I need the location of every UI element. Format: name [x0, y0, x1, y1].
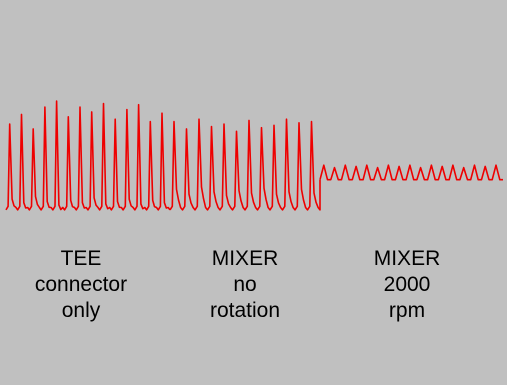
- signal-trace-segment-1: [5, 100, 171, 211]
- segment-label-line: only: [61, 299, 101, 322]
- signal-trace-segment-3: [319, 164, 503, 181]
- segment-label-line: connector: [34, 273, 128, 296]
- segment-label-mixer-no-rotation: MIXER no rotation: [170, 246, 320, 324]
- segment-label-tee-connector: TEE connector only: [6, 246, 156, 324]
- segment-label-line: TEE: [60, 247, 102, 270]
- signal-trace-segment-2: [169, 118, 321, 211]
- segment-label-line: rpm: [388, 299, 426, 322]
- segment-label-line: 2000: [383, 273, 431, 296]
- segment-label-line: MIXER: [211, 247, 279, 270]
- segment-label-line: no: [233, 273, 257, 296]
- segment-label-line: rotation: [209, 299, 281, 322]
- segment-label-mixer-2000-rpm: MIXER 2000 rpm: [332, 246, 482, 324]
- segment-label-line: MIXER: [373, 247, 441, 270]
